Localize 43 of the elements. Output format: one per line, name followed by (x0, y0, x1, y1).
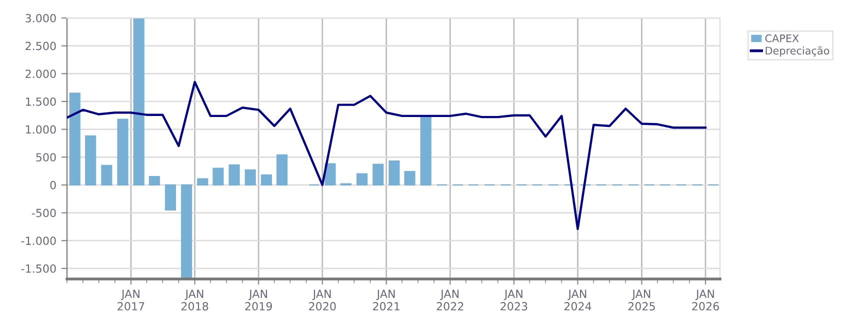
y-tick-label: 1.500 (26, 97, 56, 106)
bar (276, 154, 288, 186)
bar (244, 169, 256, 186)
x-tick-label: JAN 2019 (245, 290, 272, 310)
bar (181, 184, 192, 279)
y-tick-label: 0 (50, 180, 56, 190)
legend-label: Depreciação (766, 46, 830, 57)
x-tick-label: JAN 2026 (692, 290, 719, 310)
bar (197, 178, 208, 186)
x-tick-label: JAN 2024 (564, 290, 592, 310)
bar (212, 168, 224, 186)
x-tick-label: JAN 2021 (373, 290, 400, 310)
bar (148, 176, 160, 186)
bar (164, 184, 176, 211)
bar (260, 174, 272, 186)
y-tick-label: 2.500 (26, 42, 56, 50)
bar (85, 135, 96, 186)
x-tick-label: JAN 2023 (500, 290, 528, 310)
legend-label: CAPEX (765, 34, 799, 42)
y-tick-label: -1.000 (21, 236, 56, 245)
y-tick-label: 1.000 (26, 125, 56, 134)
y-tick-label: -1.500 (21, 264, 56, 273)
y-tick-label: 3.000 (26, 14, 56, 22)
bar (69, 92, 80, 186)
x-tick-label: JAN 2022 (436, 290, 464, 310)
x-tick-label: JAN 2025 (628, 290, 655, 310)
x-tick-label: JAN 2020 (309, 290, 336, 310)
x-tick-label: JAN 2018 (181, 290, 208, 310)
bar (404, 171, 416, 186)
bar (101, 164, 112, 186)
bar (420, 115, 432, 186)
bar (228, 164, 240, 186)
x-tick-label: JAN 2017 (118, 290, 144, 310)
line-series (67, 80, 707, 230)
y-tick-label: 500 (36, 153, 56, 162)
bar (372, 164, 384, 186)
y-tick-label: 2.000 (26, 70, 56, 78)
y-tick-label: -500 (32, 208, 56, 218)
bar (324, 163, 336, 186)
bar (117, 118, 128, 186)
bar (133, 18, 144, 186)
bar (388, 160, 400, 186)
bar (356, 173, 368, 186)
